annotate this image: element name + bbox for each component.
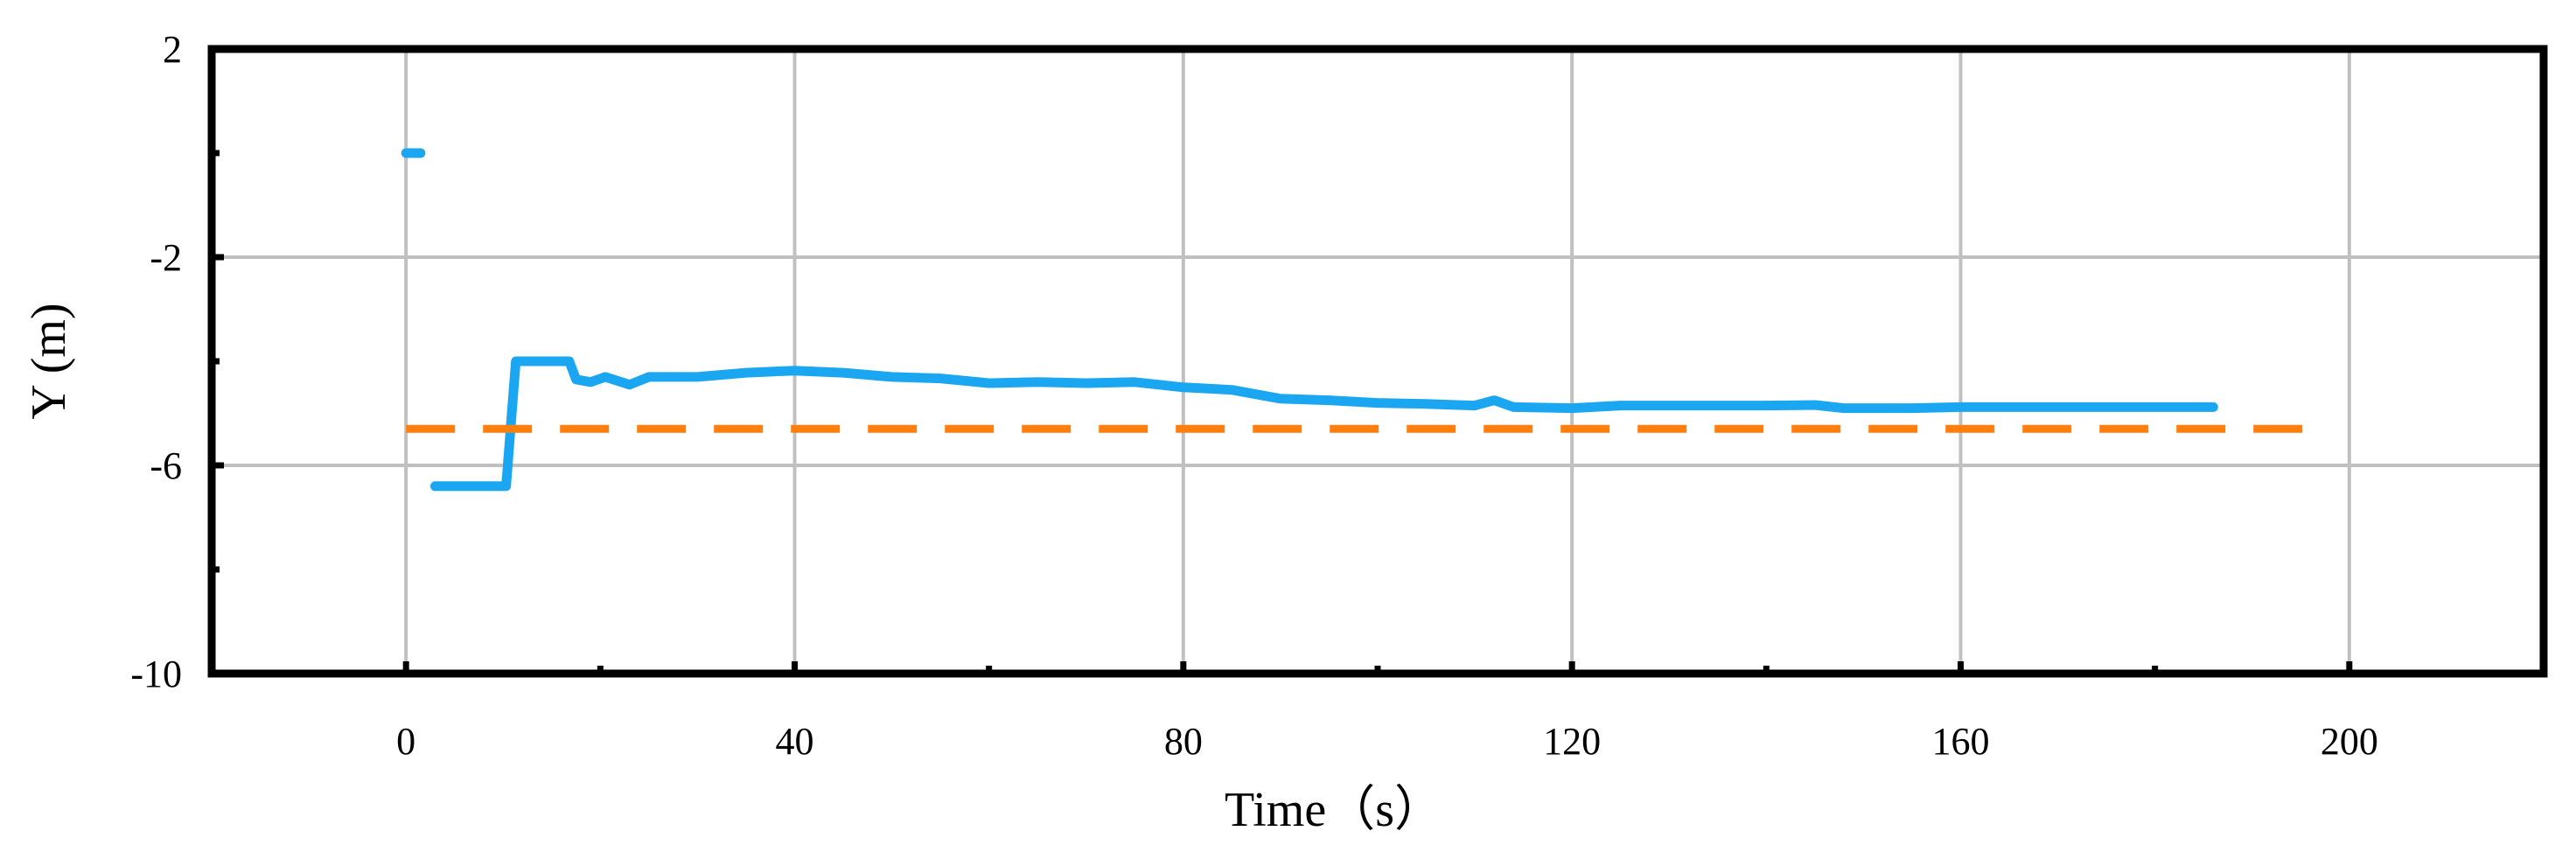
tick-marks xyxy=(212,45,2353,677)
y-axis-title: Y (m) xyxy=(22,303,76,419)
y-tick-label: 2 xyxy=(163,28,182,71)
measured-line xyxy=(430,356,2218,492)
x-tick-label: 200 xyxy=(2321,720,2378,763)
x-tick-label: 80 xyxy=(1164,720,1203,763)
x-axis-title: Time（s） xyxy=(1225,783,1443,837)
grid-lines xyxy=(212,49,2544,674)
tick-labels: 0 40 80 120 160 200 2 -2 -6 -10 xyxy=(130,28,2377,763)
x-tick-label: 120 xyxy=(1543,720,1601,763)
y-tick-label: -10 xyxy=(130,653,182,695)
x-tick-label: 0 xyxy=(396,720,415,763)
y-tick-label: -6 xyxy=(150,444,182,487)
x-tick-label: 160 xyxy=(1932,720,1990,763)
x-tick-label: 40 xyxy=(776,720,814,763)
y-tick-label: -2 xyxy=(150,236,182,279)
series-layer xyxy=(401,148,2321,492)
